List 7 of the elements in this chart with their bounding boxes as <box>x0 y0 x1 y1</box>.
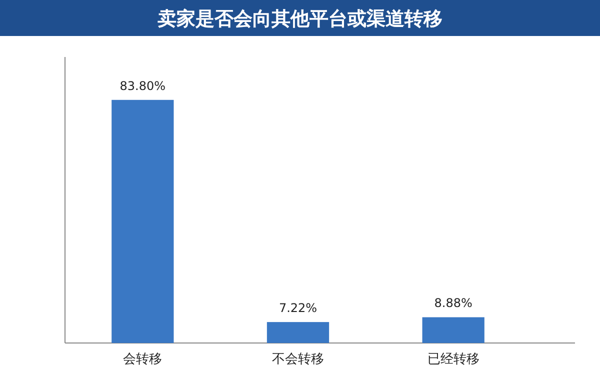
x-tick-label: 已经转移 <box>427 352 480 367</box>
data-label: 8.88% <box>434 296 472 310</box>
data-label: 83.80% <box>120 78 166 93</box>
chart-title: 卖家是否会向其他平台或渠道转移 <box>158 8 442 30</box>
x-tick-label: 会转移 <box>123 352 162 367</box>
data-label: 7.22% <box>278 301 318 316</box>
x-tick-label: 不会转移 <box>272 352 324 367</box>
